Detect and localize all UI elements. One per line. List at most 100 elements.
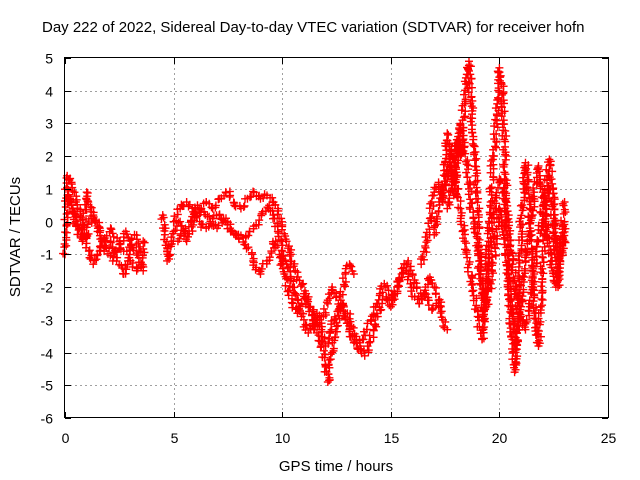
data-point-interp	[324, 370, 333, 379]
data-point-interp	[313, 318, 322, 327]
data-point	[456, 119, 465, 128]
data-point-interp	[447, 175, 456, 184]
data-point-interp	[336, 287, 345, 296]
data-point-interp	[251, 265, 260, 274]
data-point-interp	[277, 237, 286, 246]
data-point-interp	[466, 179, 475, 188]
data-point-interp	[488, 259, 497, 268]
data-point-interp	[294, 296, 303, 305]
data-point-interp	[318, 337, 327, 346]
data-point	[443, 325, 452, 334]
data-point-interp	[281, 256, 290, 265]
data-point-interp	[382, 292, 391, 301]
data-point-interp	[492, 110, 501, 119]
data-point-interp	[553, 252, 562, 261]
data-point-interp	[189, 210, 198, 219]
data-point-interp	[346, 317, 355, 326]
data-point-interp	[371, 320, 380, 329]
data-point	[491, 142, 500, 151]
data-point-interp	[487, 258, 496, 267]
data-point	[534, 237, 543, 246]
data-point-interp	[175, 234, 184, 243]
data-point-interp	[365, 331, 374, 340]
data-point-interp	[478, 288, 487, 297]
data-point	[530, 270, 539, 278]
data-point-interp	[513, 321, 522, 330]
data-point-interp	[496, 176, 505, 185]
data-point-interp	[133, 235, 142, 244]
data-point-interp	[499, 126, 508, 135]
data-point-interp	[463, 156, 472, 165]
data-point-interp	[501, 170, 510, 179]
data-point-interp	[325, 373, 334, 382]
data-point-interp	[83, 197, 92, 206]
data-point-interp	[324, 290, 333, 299]
data-point-interp	[533, 235, 542, 244]
data-point-interp	[559, 209, 568, 218]
data-point-interp	[494, 205, 503, 214]
data-point-interp	[467, 74, 476, 83]
data-point-interp	[528, 273, 537, 282]
plot-frame	[64, 57, 609, 418]
data-point-interp	[338, 274, 347, 283]
data-point-interp	[468, 287, 477, 296]
data-point-interp	[421, 242, 430, 251]
data-point-interp	[546, 175, 555, 184]
data-point	[139, 266, 148, 275]
data-point-interp	[96, 235, 105, 244]
data-point-interp	[474, 251, 483, 260]
data-point-interp	[518, 201, 527, 210]
data-point-interp	[205, 212, 214, 221]
data-point-interp	[533, 165, 542, 174]
data-point	[530, 188, 539, 197]
y-tick-label: 5	[45, 51, 53, 67]
data-point-interp	[89, 212, 98, 221]
data-point-interp	[523, 237, 532, 246]
data-point-interp	[246, 193, 255, 202]
data-point-interp	[529, 183, 538, 192]
data-point-interp	[514, 312, 523, 321]
data-point-interp	[527, 282, 536, 291]
data-point-interp	[339, 302, 348, 311]
data-point-interp	[464, 88, 473, 97]
data-point-interp	[399, 269, 408, 278]
data-point-interp	[308, 310, 317, 319]
data-point-interp	[490, 240, 499, 249]
data-point-interp	[459, 226, 468, 235]
data-point	[517, 302, 526, 311]
data-point-interp	[487, 247, 496, 256]
data-point-interp	[507, 248, 516, 257]
axis-ticks	[65, 58, 609, 419]
data-point-interp	[502, 198, 511, 207]
data-point-interp	[478, 277, 487, 286]
data-point-interp	[456, 129, 465, 138]
data-point-interp	[487, 156, 496, 165]
data-point-interp	[177, 222, 186, 231]
data-point-interp	[265, 253, 274, 262]
data-point-interp	[491, 104, 500, 113]
data-point-interp	[466, 62, 475, 71]
data-point-interp	[462, 250, 471, 259]
data-point-interp	[406, 266, 415, 275]
data-point-interp	[518, 173, 527, 182]
data-point-interp	[341, 282, 350, 291]
data-point-interp	[408, 271, 417, 280]
data-point-interp	[461, 149, 470, 158]
data-point-interp	[181, 224, 190, 233]
data-point-interp	[331, 293, 340, 302]
data-point-interp	[383, 281, 392, 290]
data-point-interp	[453, 147, 462, 156]
data-point-interp	[524, 306, 533, 315]
data-point-interp	[219, 216, 228, 225]
data-point-interp	[375, 303, 384, 312]
data-point-interp	[425, 225, 434, 234]
data-point-interp	[475, 257, 484, 266]
data-point-interp	[520, 264, 529, 273]
data-point-interp	[244, 231, 253, 240]
data-point-interp	[532, 331, 541, 340]
data-point-interp	[410, 278, 419, 287]
data-point-interp	[529, 297, 538, 306]
data-point	[451, 142, 460, 151]
data-point-interp	[532, 252, 541, 261]
data-point	[169, 227, 178, 236]
